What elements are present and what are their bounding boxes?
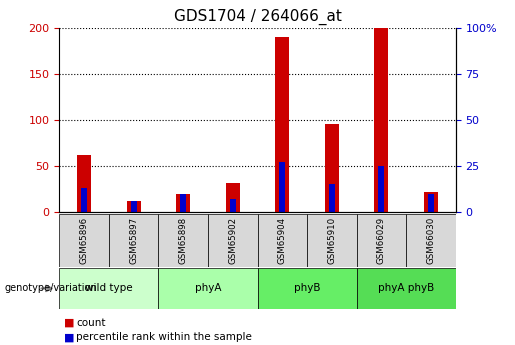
Text: ■: ■ xyxy=(64,318,75,327)
Bar xyxy=(374,28,388,212)
Bar xyxy=(379,166,384,212)
Bar xyxy=(276,37,289,212)
Text: GSM65896: GSM65896 xyxy=(79,217,89,264)
Bar xyxy=(329,185,335,212)
Text: genotype/variation: genotype/variation xyxy=(4,284,97,293)
Text: GSM65898: GSM65898 xyxy=(179,217,187,264)
Text: phyA phyB: phyA phyB xyxy=(378,284,434,293)
Bar xyxy=(226,183,239,212)
Text: GSM65910: GSM65910 xyxy=(328,217,336,264)
Bar xyxy=(180,194,186,212)
Text: phyB: phyB xyxy=(294,284,320,293)
Bar xyxy=(208,214,258,267)
Text: GSM66030: GSM66030 xyxy=(426,217,436,264)
Bar xyxy=(109,214,159,267)
Bar xyxy=(59,214,109,267)
Text: percentile rank within the sample: percentile rank within the sample xyxy=(76,333,252,342)
Bar xyxy=(325,124,339,212)
Text: phyA: phyA xyxy=(195,284,221,293)
Bar xyxy=(258,214,307,267)
Text: GSM66029: GSM66029 xyxy=(377,217,386,264)
Bar xyxy=(131,201,136,212)
Text: ■: ■ xyxy=(64,333,75,342)
Bar xyxy=(127,201,141,212)
Bar xyxy=(230,199,236,212)
Bar xyxy=(258,268,356,309)
Bar xyxy=(159,268,258,309)
Text: GSM65897: GSM65897 xyxy=(129,217,138,264)
Bar xyxy=(428,194,434,212)
Bar xyxy=(159,214,208,267)
Text: GSM65902: GSM65902 xyxy=(228,217,237,264)
Bar xyxy=(424,192,438,212)
Text: count: count xyxy=(76,318,106,327)
Text: wild type: wild type xyxy=(85,284,132,293)
Bar xyxy=(356,268,456,309)
Bar xyxy=(176,194,190,212)
Bar xyxy=(77,155,91,212)
Bar xyxy=(307,214,356,267)
Bar xyxy=(406,214,456,267)
Bar xyxy=(59,268,159,309)
Text: GDS1704 / 264066_at: GDS1704 / 264066_at xyxy=(174,9,341,25)
Bar xyxy=(356,214,406,267)
Bar xyxy=(279,162,285,212)
Text: GSM65904: GSM65904 xyxy=(278,217,287,264)
Bar xyxy=(81,188,87,212)
